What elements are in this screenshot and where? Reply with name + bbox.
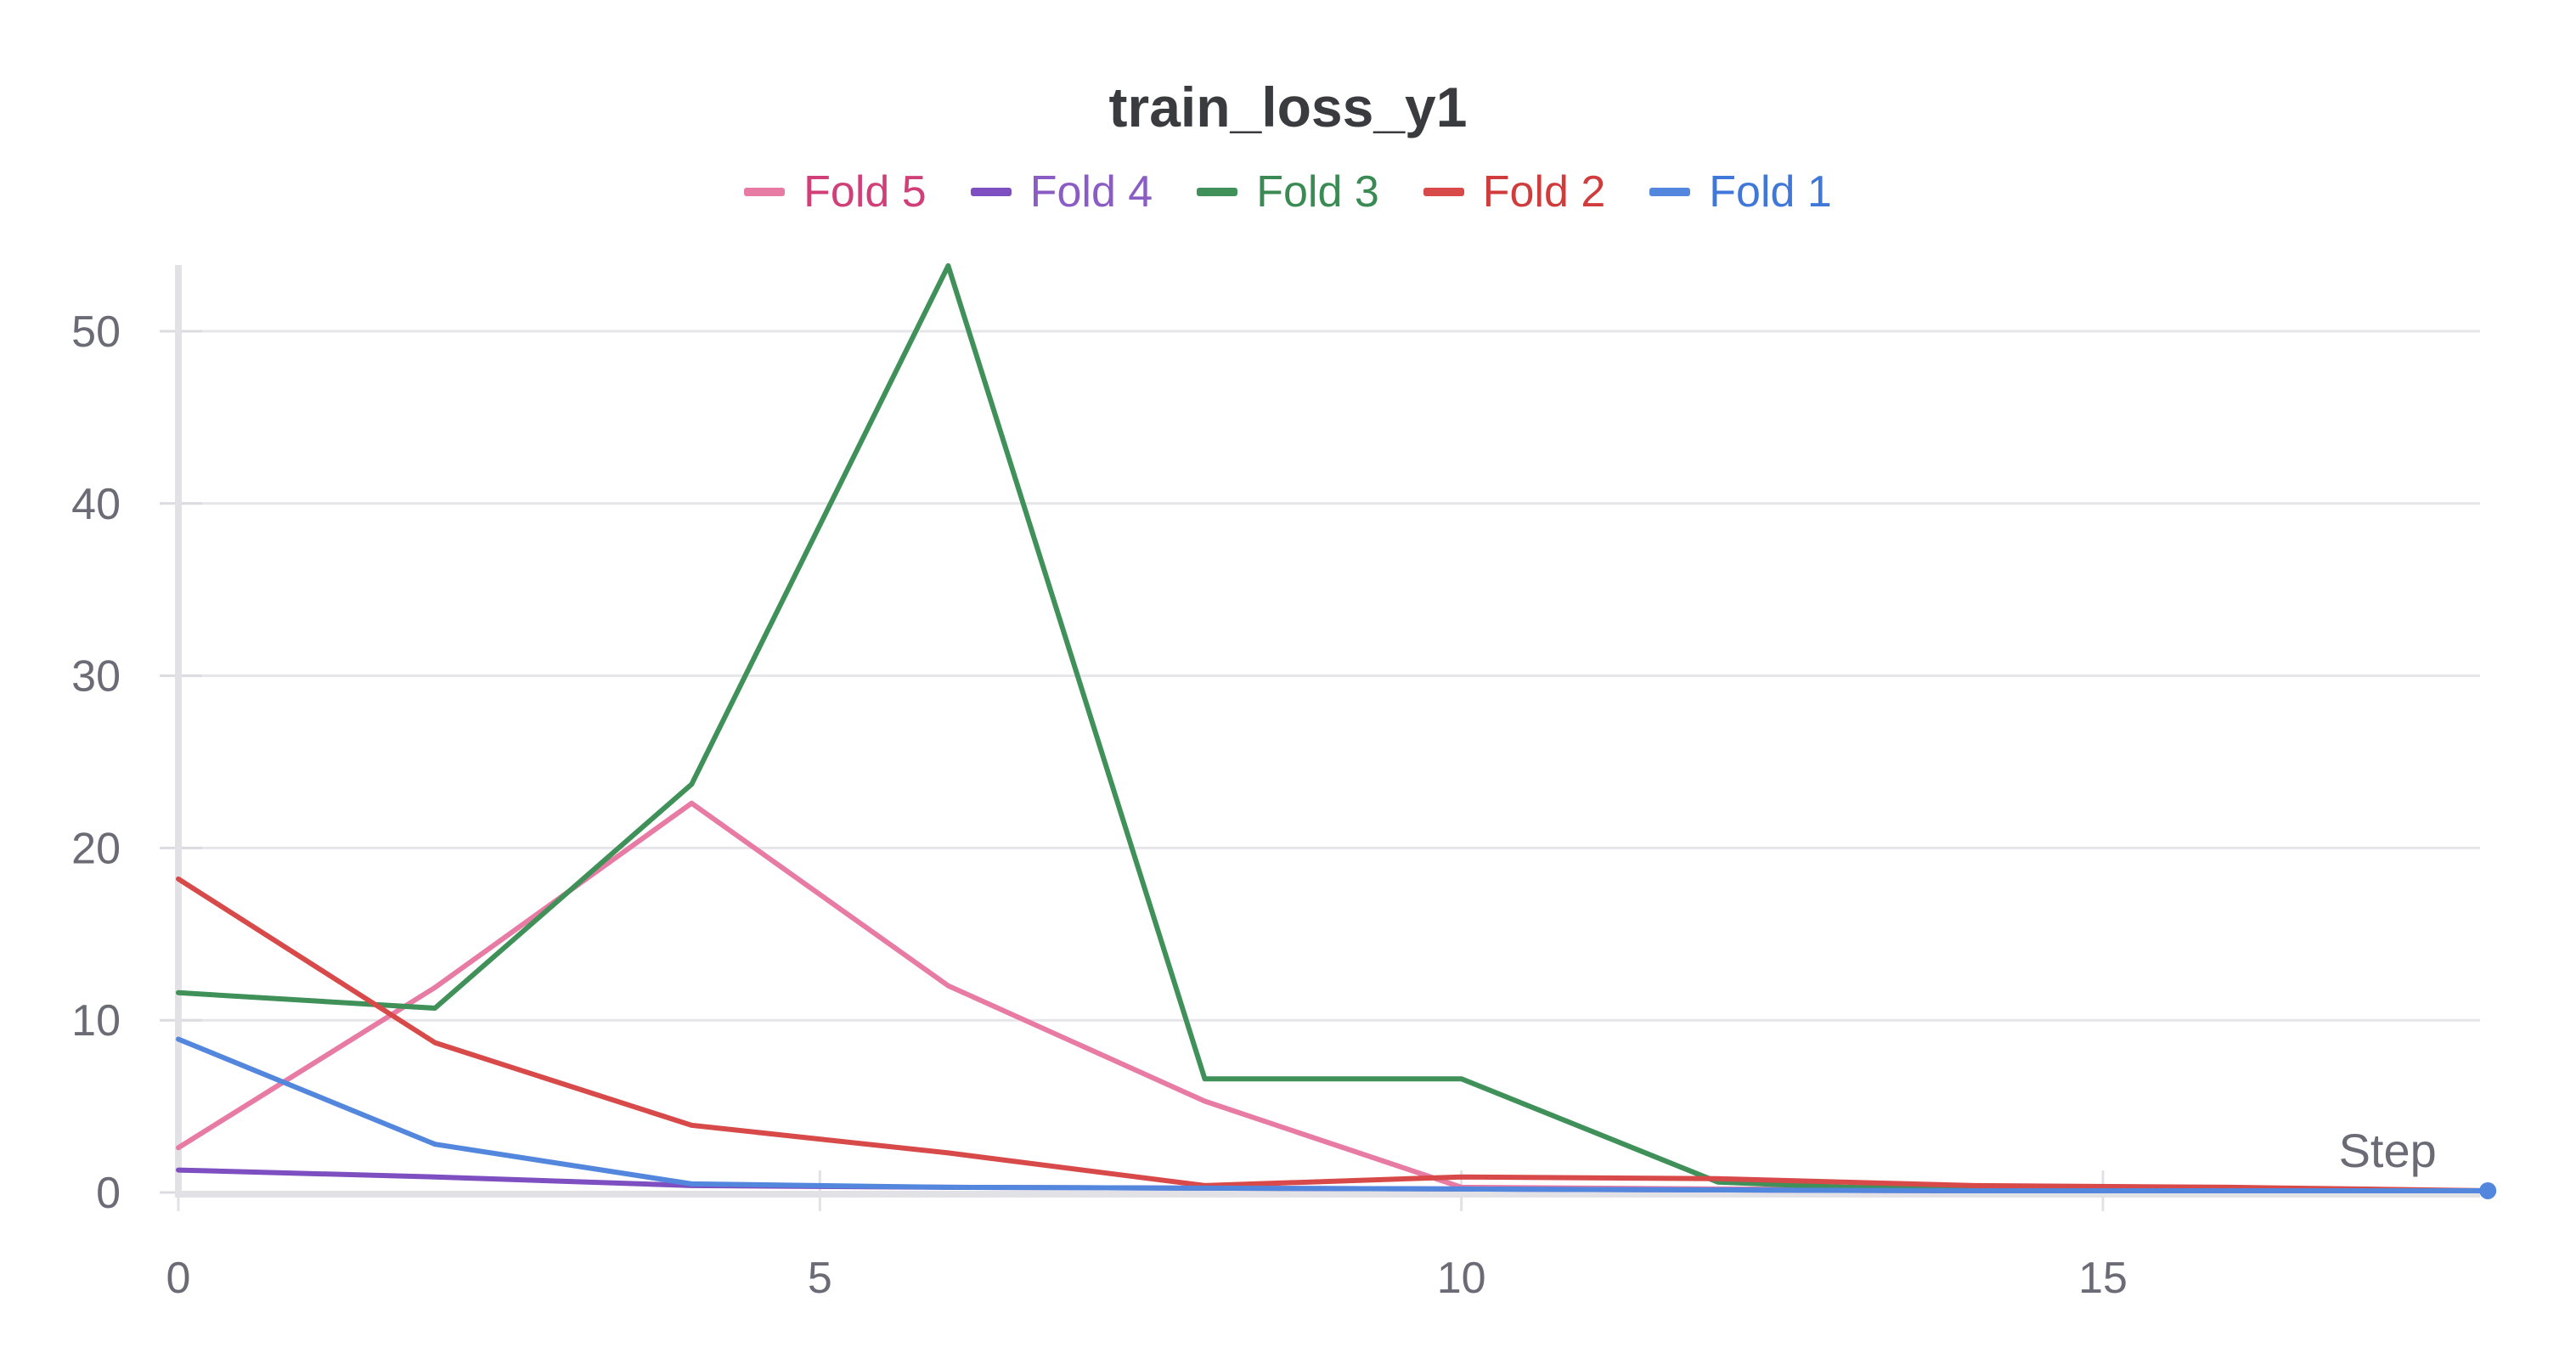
legend-swatch bbox=[1423, 188, 1464, 196]
x-tick-label-10: 10 bbox=[1437, 1254, 1486, 1303]
x-tick-label-5: 5 bbox=[808, 1254, 832, 1303]
axis-layer bbox=[160, 265, 2480, 1211]
x-axis-label: Step bbox=[2339, 1124, 2437, 1177]
label-layer: 0 10 20 30 40 50 0 5 10 15 Step bbox=[71, 307, 2437, 1303]
legend-item-fold-2[interactable]: Fold 2 bbox=[1423, 166, 1606, 217]
y-tick-label-30: 30 bbox=[71, 652, 121, 702]
series-line-fold-1[interactable] bbox=[176, 1036, 2491, 1193]
series-line-fold-2[interactable] bbox=[176, 876, 2491, 1193]
y-tick-label-50: 50 bbox=[71, 307, 121, 357]
legend-swatch bbox=[970, 188, 1012, 196]
y-tick-label-0: 0 bbox=[96, 1169, 121, 1218]
legend-label: Fold 1 bbox=[1709, 167, 1832, 217]
legend-item-fold-5[interactable]: Fold 5 bbox=[744, 166, 927, 217]
x-tick-label-0: 0 bbox=[166, 1254, 191, 1303]
chart-title: train_loss_y1 bbox=[1108, 76, 1468, 138]
legend-swatch bbox=[1197, 188, 1238, 196]
legend-item-fold-3[interactable]: Fold 3 bbox=[1197, 166, 1379, 217]
y-tick-label-20: 20 bbox=[71, 824, 121, 873]
legend-label: Fold 4 bbox=[1029, 167, 1153, 217]
y-tick-label-10: 10 bbox=[71, 996, 121, 1046]
legend-label: Fold 5 bbox=[803, 167, 927, 217]
series-layer bbox=[176, 262, 2497, 1199]
y-tick-label-40: 40 bbox=[71, 480, 121, 529]
legend-swatch bbox=[1649, 188, 1691, 196]
legend-item-fold-1[interactable]: Fold 1 bbox=[1649, 166, 1832, 217]
series-line-fold-3[interactable] bbox=[176, 262, 2491, 1193]
legend-item-fold-4[interactable]: Fold 4 bbox=[970, 166, 1153, 217]
legend-swatch bbox=[744, 188, 786, 196]
legend-label: Fold 3 bbox=[1256, 167, 1379, 217]
legend: Fold 5 Fold 4 Fold 3 Fold 2 Fold 1 bbox=[0, 166, 2576, 217]
series-end-marker bbox=[2479, 1181, 2497, 1199]
legend-label: Fold 2 bbox=[1482, 167, 1606, 217]
x-tick-label-15: 15 bbox=[2078, 1254, 2128, 1303]
series-line-fold-5[interactable] bbox=[176, 800, 2491, 1193]
grid-layer bbox=[178, 330, 2480, 1022]
